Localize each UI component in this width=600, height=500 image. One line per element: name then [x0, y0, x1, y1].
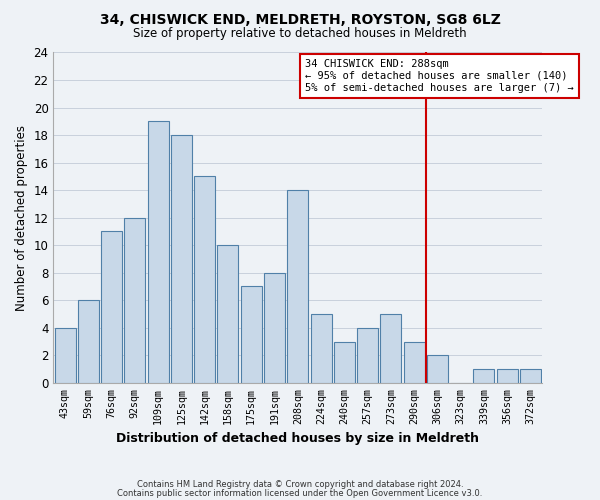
Bar	[217, 245, 238, 383]
Bar	[497, 369, 518, 383]
Bar	[148, 122, 169, 383]
Text: 34, CHISWICK END, MELDRETH, ROYSTON, SG8 6LZ: 34, CHISWICK END, MELDRETH, ROYSTON, SG8…	[100, 12, 500, 26]
Bar	[334, 342, 355, 383]
Bar	[194, 176, 215, 383]
Bar	[287, 190, 308, 383]
Bar	[473, 369, 494, 383]
Bar	[55, 328, 76, 383]
Text: Size of property relative to detached houses in Meldreth: Size of property relative to detached ho…	[133, 28, 467, 40]
X-axis label: Distribution of detached houses by size in Meldreth: Distribution of detached houses by size …	[116, 432, 479, 445]
Y-axis label: Number of detached properties: Number of detached properties	[15, 124, 28, 310]
Bar	[124, 218, 145, 383]
Bar	[241, 286, 262, 383]
Text: Contains public sector information licensed under the Open Government Licence v3: Contains public sector information licen…	[118, 488, 482, 498]
Bar	[427, 356, 448, 383]
Bar	[171, 135, 192, 383]
Bar	[520, 369, 541, 383]
Bar	[78, 300, 99, 383]
Bar	[311, 314, 332, 383]
Bar	[101, 232, 122, 383]
Text: 34 CHISWICK END: 288sqm
← 95% of detached houses are smaller (140)
5% of semi-de: 34 CHISWICK END: 288sqm ← 95% of detache…	[305, 60, 574, 92]
Bar	[404, 342, 425, 383]
Bar	[380, 314, 401, 383]
Bar	[264, 272, 285, 383]
Bar	[357, 328, 378, 383]
Text: Contains HM Land Registry data © Crown copyright and database right 2024.: Contains HM Land Registry data © Crown c…	[137, 480, 463, 489]
